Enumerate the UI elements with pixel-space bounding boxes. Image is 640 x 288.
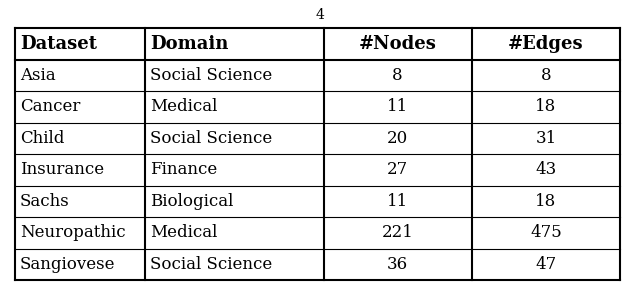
Text: 11: 11 — [387, 98, 408, 115]
Text: 20: 20 — [387, 130, 408, 147]
Text: 8: 8 — [392, 67, 403, 84]
Text: Sachs: Sachs — [20, 193, 70, 210]
Text: Sangiovese: Sangiovese — [20, 256, 115, 273]
Text: Biological: Biological — [150, 193, 234, 210]
Text: 36: 36 — [387, 256, 408, 273]
Text: 18: 18 — [535, 193, 557, 210]
Text: 221: 221 — [381, 224, 413, 241]
Text: Dataset: Dataset — [20, 35, 97, 53]
Text: Social Science: Social Science — [150, 130, 273, 147]
Text: Cancer: Cancer — [20, 98, 81, 115]
Text: Asia: Asia — [20, 67, 56, 84]
Text: Social Science: Social Science — [150, 256, 273, 273]
Text: Insurance: Insurance — [20, 161, 104, 178]
Text: Medical: Medical — [150, 98, 218, 115]
Text: 43: 43 — [535, 161, 557, 178]
Text: #Nodes: #Nodes — [359, 35, 436, 53]
Text: 27: 27 — [387, 161, 408, 178]
Text: 4: 4 — [316, 8, 324, 22]
Text: 47: 47 — [535, 256, 557, 273]
Text: Neuropathic: Neuropathic — [20, 224, 125, 241]
Text: 11: 11 — [387, 193, 408, 210]
Text: #Edges: #Edges — [508, 35, 584, 53]
Text: Medical: Medical — [150, 224, 218, 241]
Text: 31: 31 — [535, 130, 557, 147]
Text: Finance: Finance — [150, 161, 218, 178]
Text: 18: 18 — [535, 98, 557, 115]
Text: Social Science: Social Science — [150, 67, 273, 84]
Text: 475: 475 — [530, 224, 562, 241]
Text: Domain: Domain — [150, 35, 228, 53]
Text: 8: 8 — [541, 67, 551, 84]
Text: Child: Child — [20, 130, 65, 147]
